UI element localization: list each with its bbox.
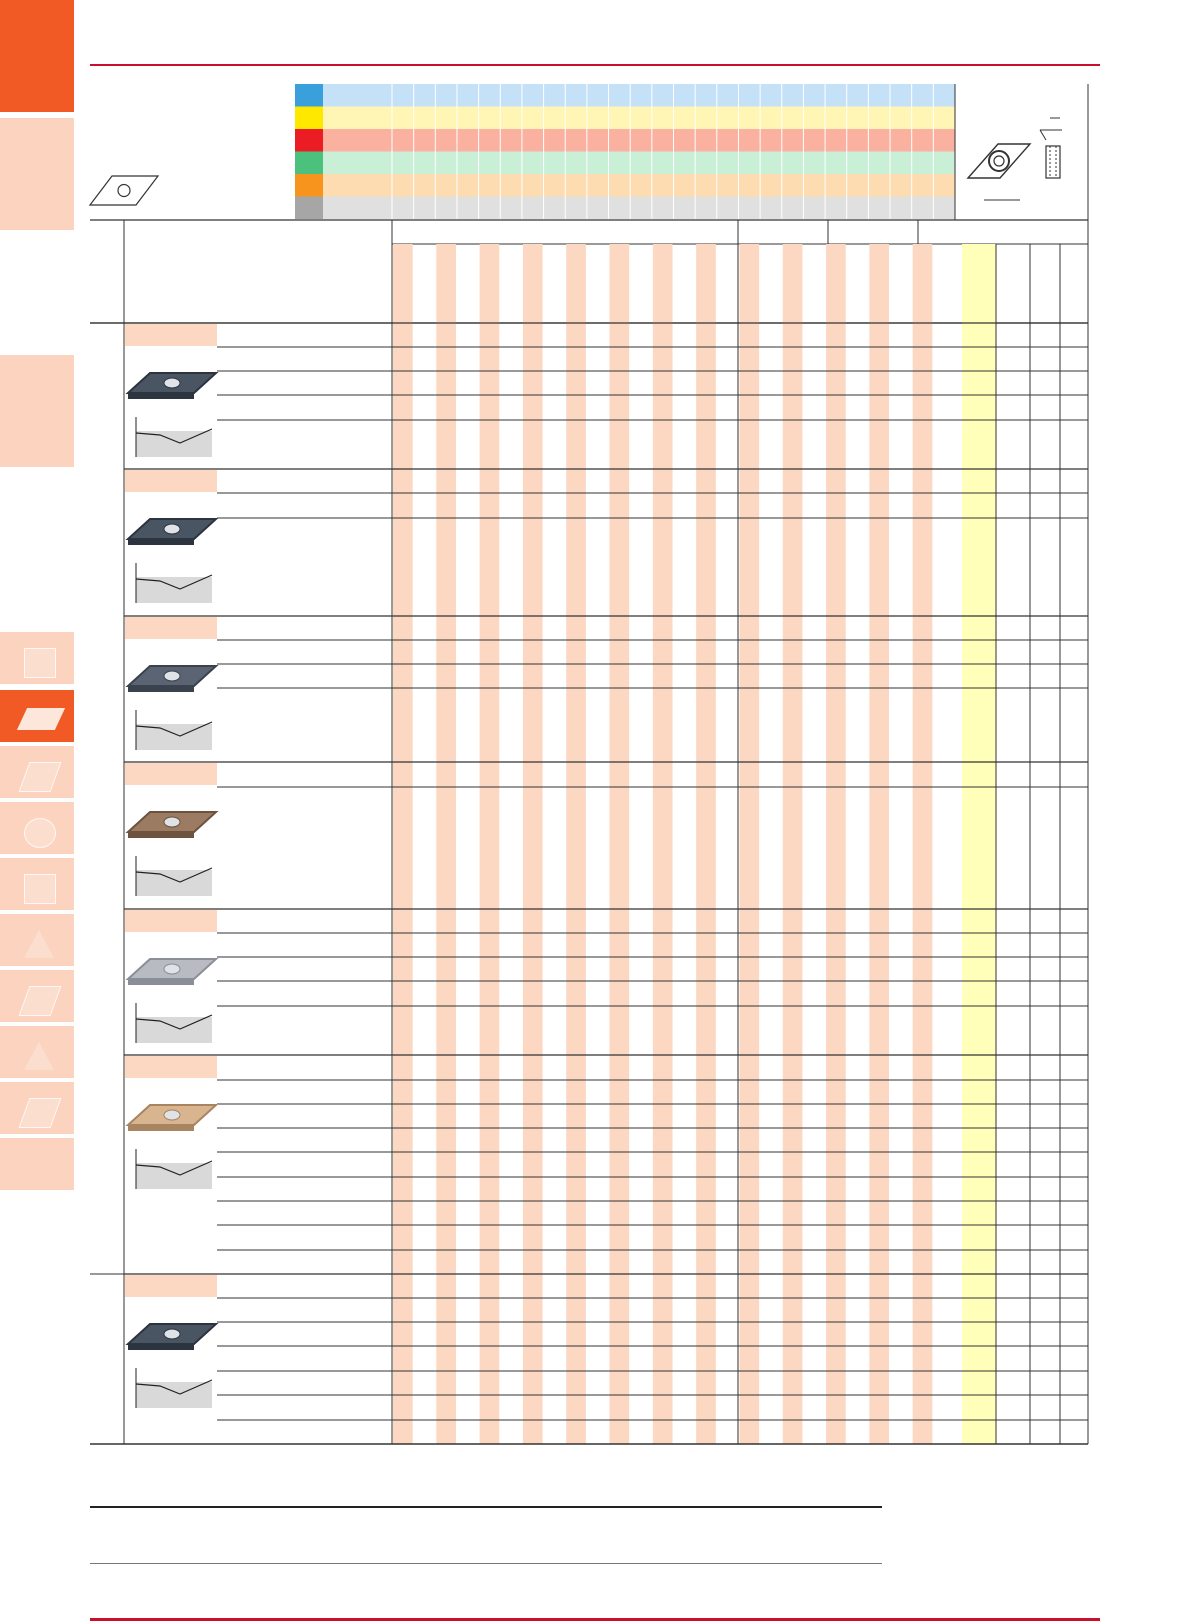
iso-band-M (323, 106, 955, 129)
sidebar-tab-7[interactable] (0, 858, 74, 910)
header-rule (90, 64, 1100, 66)
sidebar-tab-12[interactable] (0, 1138, 74, 1190)
iso-band-H (323, 196, 955, 219)
grade-column-4 (479, 244, 500, 1444)
grade-column-2 (436, 244, 456, 1444)
iso-band-P (323, 84, 955, 107)
square-insert-icon (24, 648, 56, 678)
footnote-rule (90, 1506, 882, 1508)
sidebar-tab-6[interactable] (0, 802, 74, 854)
iso-swatch-K (295, 129, 323, 152)
sidebar-tab-4[interactable] (0, 690, 74, 742)
sidebar-tab-5[interactable] (0, 746, 74, 798)
chipbreaker-profile-icon (136, 1163, 212, 1189)
chipbreaker-profile-icon (136, 431, 212, 457)
chipbreaker-profile-icon (136, 1382, 212, 1408)
iso-swatch-S (295, 174, 323, 197)
iso-swatch-P (295, 84, 323, 107)
footer-rule (90, 1618, 1100, 1621)
iso-swatch-N (295, 151, 323, 174)
grade-column-20 (826, 244, 846, 1444)
sidebar-tab-2[interactable] (0, 355, 74, 467)
section-header-6 (125, 1275, 217, 1297)
round-insert-icon (24, 818, 56, 848)
chipbreaker-profile-icon (136, 870, 212, 896)
grade-column-22 (869, 244, 890, 1444)
sidebar-tab-3[interactable] (0, 632, 74, 684)
sidebar-tab-0[interactable] (0, 118, 74, 230)
footnote-bottom-rule (90, 1563, 882, 1564)
grade-column-12 (652, 244, 673, 1444)
chapter-tab[interactable] (0, 0, 74, 112)
grade-column-18 (782, 244, 803, 1444)
iso-band-N (323, 151, 955, 174)
grade-column-24 (912, 244, 933, 1444)
sidebar-tab-9[interactable] (0, 970, 74, 1022)
chipbreaker-profile-icon (136, 724, 212, 750)
section-header-2 (125, 617, 217, 639)
iso-band-S (323, 174, 955, 197)
grade-column-6 (522, 244, 543, 1444)
section-header-4 (125, 910, 217, 932)
grade-column-0 (393, 244, 413, 1444)
section-header-1 (125, 470, 217, 492)
grade-column-16 (739, 244, 760, 1444)
sidebar-tab-11[interactable] (0, 1082, 74, 1134)
section-header-5 (125, 1056, 217, 1078)
square-90-insert-icon (24, 874, 56, 904)
grade-column-8 (566, 244, 586, 1444)
iso-swatch-M (295, 106, 323, 129)
chipbreaker-profile-icon (136, 1017, 212, 1043)
dimension-column-highlight (962, 244, 996, 1444)
section-header-3 (125, 763, 217, 785)
sidebar-tab-10[interactable] (0, 1026, 74, 1078)
sidebar-tab-8[interactable] (0, 914, 74, 966)
iso-swatch-H (295, 196, 323, 219)
chipbreaker-profile-icon (136, 577, 212, 603)
grade-column-14 (696, 244, 716, 1444)
grade-column-10 (609, 244, 630, 1444)
section-header-0 (125, 324, 217, 346)
iso-band-K (323, 129, 955, 152)
insert-side-view-icon (1045, 145, 1061, 179)
